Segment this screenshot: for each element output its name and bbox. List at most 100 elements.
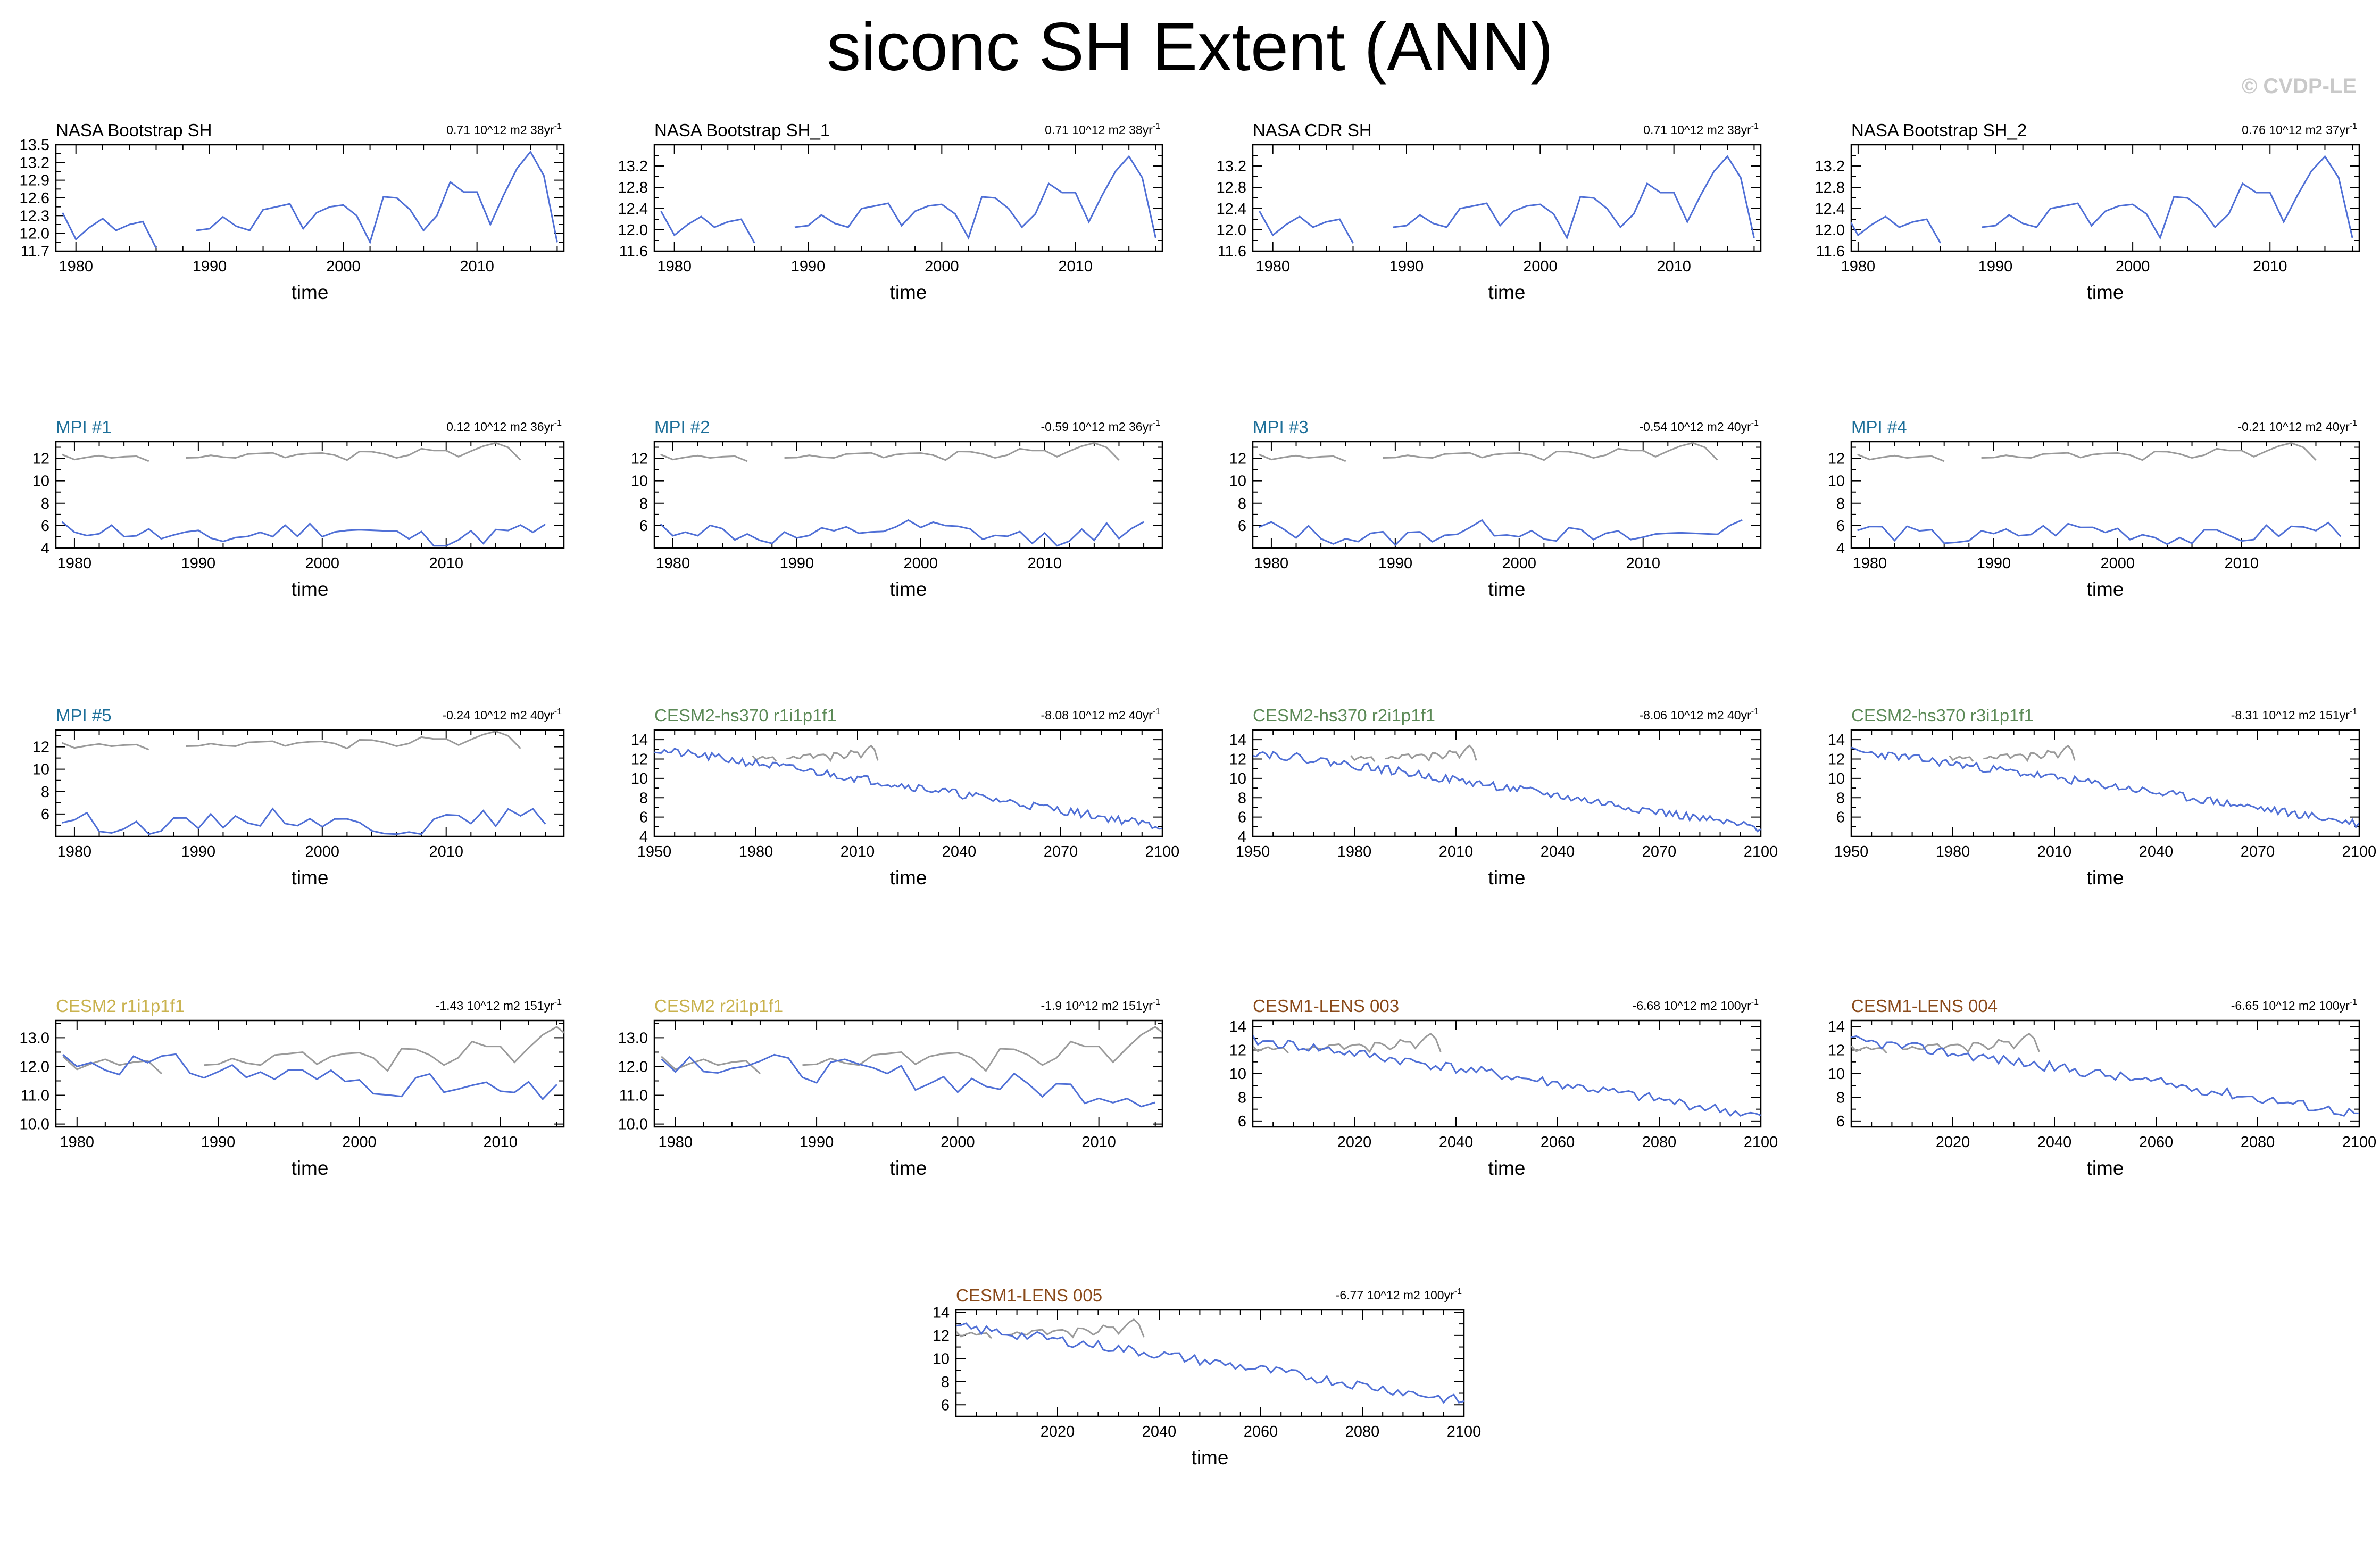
plot-frame <box>1252 441 1762 549</box>
y-tick-label: 6 <box>639 809 648 826</box>
reference-series-line <box>1981 442 2317 461</box>
y-tick-label: 12.4 <box>618 201 648 218</box>
trend-label: -1.9 10^12 m2 151yr-1 <box>1041 998 1161 1013</box>
plot-frame <box>1850 1019 2360 1128</box>
x-tick-label: 1990 <box>193 258 227 275</box>
x-tick-label: 2060 <box>1244 1423 1278 1440</box>
x-tick-label: 1990 <box>800 1134 834 1151</box>
watermark: © CVDP-LE <box>2241 74 2357 98</box>
y-tick-label: 13.0 <box>20 1030 49 1047</box>
x-tick-label: 2100 <box>2342 843 2377 860</box>
y-tick-label: 4 <box>639 828 648 845</box>
reference-series-line <box>1983 744 2076 762</box>
chart-panel-9: 1980 1990 2000 2010 6 8 10 12 time MPI #5 -0.24 10… <box>32 706 565 889</box>
reference-series-line <box>1902 1033 2040 1053</box>
trend-label: -0.54 10^12 m2 40yr-1 <box>1640 419 1759 434</box>
chart-panel-14: 1980 1990 2000 2010 10.0 11.0 12.0 13.0 time CESM… <box>618 996 1163 1179</box>
x-tick-label: 1990 <box>791 258 826 275</box>
plot-frame <box>55 441 565 549</box>
y-tick-label: 11.7 <box>21 243 49 260</box>
trend-label: 0.71 10^12 m2 38yr-1 <box>446 122 562 137</box>
trend-superscript: -1 <box>554 122 562 131</box>
x-tick-label: 2010 <box>2224 555 2259 572</box>
y-tick-label: 8 <box>941 1374 950 1391</box>
reference-series-line <box>1259 453 1346 462</box>
x-tick-label: 2010 <box>460 258 494 275</box>
y-tick-label: 6 <box>41 806 49 823</box>
plot-frame <box>1252 729 1762 837</box>
trend-label: 0.12 10^12 m2 36yr-1 <box>446 419 562 434</box>
x-tick-label: 2080 <box>1345 1423 1380 1440</box>
y-tick-label: 13.2 <box>1217 158 1246 175</box>
x-axis-label: time <box>1488 578 1526 600</box>
primary-series-line <box>1253 750 1761 833</box>
panel-title: CESM1-LENS 005 <box>956 1285 1102 1305</box>
x-tick-label: 2040 <box>942 843 977 860</box>
x-axis-label: time <box>890 867 927 889</box>
trend-superscript: -1 <box>1751 998 1759 1007</box>
x-tick-label: 1990 <box>181 843 216 860</box>
series-group <box>1253 744 1761 833</box>
plot-frame <box>1252 144 1762 252</box>
y-tick-label: 10 <box>1229 1066 1246 1083</box>
y-tick-label: 14 <box>1828 1018 1845 1035</box>
x-tick-label: 2000 <box>305 555 340 572</box>
y-tick-label: 12 <box>631 451 648 468</box>
y-tick-label: 8 <box>1238 495 1246 512</box>
y-tick-label: 8 <box>41 495 49 512</box>
chart-panel-4: 1980 1990 2000 2010 11.6 12.0 12.4 12.8 13.2 time… <box>1815 120 2360 303</box>
x-tick-label: 2010 <box>1081 1134 1116 1151</box>
x-tick-label: 1980 <box>1841 258 1876 275</box>
trend-label: -1.43 10^12 m2 151yr-1 <box>436 998 562 1013</box>
y-tick-label: 12.8 <box>1815 179 1845 196</box>
plot-frame <box>955 1309 1465 1417</box>
y-tick-label: 10 <box>1828 770 1845 787</box>
series-group <box>660 155 1156 244</box>
x-axis-label: time <box>292 578 329 600</box>
y-tick-label: 13.0 <box>618 1030 648 1047</box>
x-tick-label: 2070 <box>1044 843 1078 860</box>
y-tick-label: 8 <box>1836 495 1845 512</box>
x-tick-label: 1990 <box>1977 555 2011 572</box>
x-tick-label: 1990 <box>201 1134 236 1151</box>
y-tick-label: 12 <box>1828 751 1845 768</box>
primary-series-line <box>1393 155 1755 240</box>
panel-title: MPI #4 <box>1851 417 1907 437</box>
reference-series-line <box>1857 453 1945 462</box>
x-axis-label: time <box>890 578 927 600</box>
x-axis-label: time <box>292 867 329 889</box>
trend-superscript: -1 <box>2350 998 2357 1007</box>
panel-title: MPI #2 <box>654 417 710 437</box>
y-tick-label: 12.0 <box>20 1058 49 1075</box>
x-tick-label: 2100 <box>1145 843 1180 860</box>
y-tick-label: 11.0 <box>21 1088 49 1105</box>
primary-series-line <box>956 1322 1464 1404</box>
x-tick-label: 2010 <box>1058 258 1093 275</box>
panel-title: NASA Bootstrap SH_2 <box>1851 120 2027 140</box>
y-tick-label: 4 <box>1836 540 1845 557</box>
panel-title: NASA CDR SH <box>1253 120 1372 140</box>
y-tick-label: 4 <box>41 540 49 557</box>
primary-series-line <box>1851 746 2359 829</box>
chart-panel-15: 2020 2040 2060 2080 2100 6 8 10 12 14 time CESM1-LE… <box>1229 996 1778 1179</box>
y-tick-label: 6 <box>1238 1113 1246 1130</box>
y-tick-label: 14 <box>631 732 648 749</box>
panel-title: CESM2-hs370 r3i1p1f1 <box>1851 706 2034 725</box>
series-group <box>661 1026 1162 1108</box>
chart-panel-11: 1950 1980 2010 2040 2070 2100 4 6 8 10 12 14 time CES… <box>1229 706 1778 889</box>
series-group <box>1851 1033 2359 1117</box>
plot-frame <box>653 441 1163 549</box>
reference-series-line <box>802 1026 1162 1072</box>
reference-series-line <box>1383 442 1718 461</box>
primary-series-line <box>661 1053 1156 1108</box>
y-tick-label: 12.6 <box>20 190 49 207</box>
y-tick-label: 12.3 <box>20 208 49 225</box>
y-tick-label: 14 <box>933 1304 950 1321</box>
reference-series-line <box>186 442 521 461</box>
y-tick-label: 8 <box>41 784 49 801</box>
x-tick-label: 1980 <box>57 843 92 860</box>
primary-series-line <box>1982 155 2353 240</box>
trend-label: -0.24 10^12 m2 40yr-1 <box>443 707 562 722</box>
x-tick-label: 1990 <box>1389 258 1424 275</box>
